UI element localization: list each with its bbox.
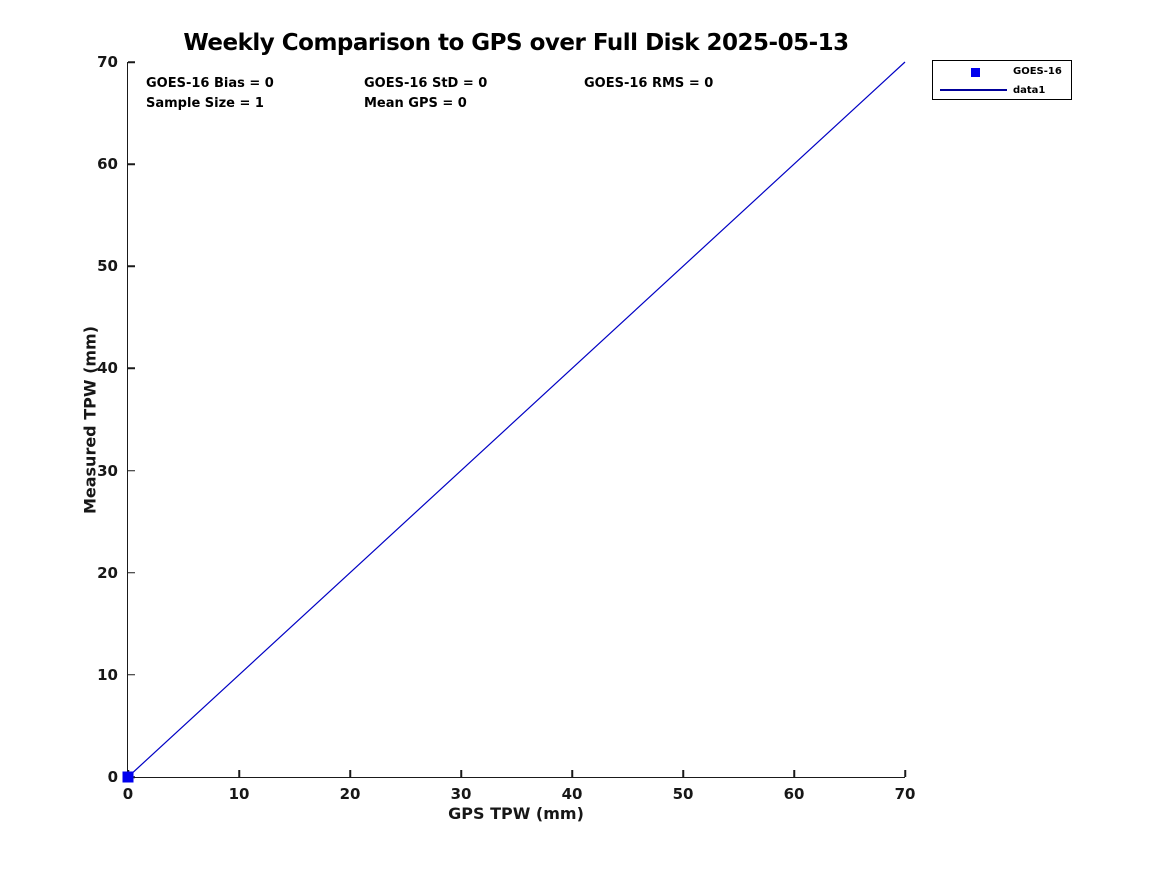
y-tick-label: 30 xyxy=(97,461,118,480)
data-line-layer xyxy=(128,62,905,777)
x-tick-label: 0 xyxy=(122,785,134,803)
x-tick-label: 70 xyxy=(894,785,916,803)
x-tick-label: 10 xyxy=(228,785,250,803)
y-axis-label: Measured TPW (mm) xyxy=(80,325,100,515)
annotation-mean-gps: Mean GPS = 0 xyxy=(364,96,467,111)
y-tick-label: 60 xyxy=(97,155,118,174)
annotation-rms: GOES-16 RMS = 0 xyxy=(584,76,714,91)
legend-square-marker-icon xyxy=(971,68,980,77)
annotation-std: GOES-16 StD = 0 xyxy=(364,76,488,91)
x-axis-label: GPS TPW (mm) xyxy=(448,804,584,823)
x-tick-mark xyxy=(571,770,573,777)
chart-title: Weekly Comparison to GPS over Full Disk … xyxy=(183,30,849,56)
annotation-bias: GOES-16 Bias = 0 xyxy=(146,76,274,91)
y-tick-label: 0 xyxy=(107,768,118,786)
scatter-marker-GOES-16 xyxy=(122,771,134,783)
x-tick-label: 60 xyxy=(783,785,805,803)
y-tick-label: 40 xyxy=(97,359,118,378)
x-tick-mark xyxy=(238,770,240,777)
x-tick-mark xyxy=(349,770,351,777)
legend-line-icon xyxy=(940,89,1007,91)
legend-label-goes16: GOES-16 xyxy=(1013,66,1062,77)
x-tick-label: 20 xyxy=(339,785,361,803)
x-tick-mark xyxy=(682,770,684,777)
plot-area: GOES-16 Bias = 0 GOES-16 StD = 0 GOES-16… xyxy=(97,53,915,803)
y-tick-mark xyxy=(128,674,135,676)
annotation-sample-size: Sample Size = 1 xyxy=(146,96,264,111)
y-tick-label: 50 xyxy=(97,257,118,276)
y-tick-label: 10 xyxy=(97,665,118,684)
y-tick-label: 70 xyxy=(97,53,118,71)
y-tick-mark xyxy=(128,265,135,268)
x-tick-mark xyxy=(793,770,795,777)
x-tick-label: 40 xyxy=(561,785,583,803)
y-tick-mark xyxy=(128,469,135,472)
y-tick-mark xyxy=(128,571,135,574)
x-tick-mark xyxy=(904,770,906,777)
x-tick-label: 50 xyxy=(672,785,694,803)
y-tick-mark xyxy=(128,367,135,370)
x-tick-label: 30 xyxy=(450,785,472,803)
legend: GOES-16 data1 xyxy=(932,60,1072,100)
x-tick-mark xyxy=(460,770,462,777)
y-tick-mark xyxy=(128,61,135,63)
legend-label-data1: data1 xyxy=(1013,85,1046,96)
y-tick-mark xyxy=(128,163,135,165)
y-tick-label: 20 xyxy=(97,563,118,582)
line-data1 xyxy=(128,62,905,777)
